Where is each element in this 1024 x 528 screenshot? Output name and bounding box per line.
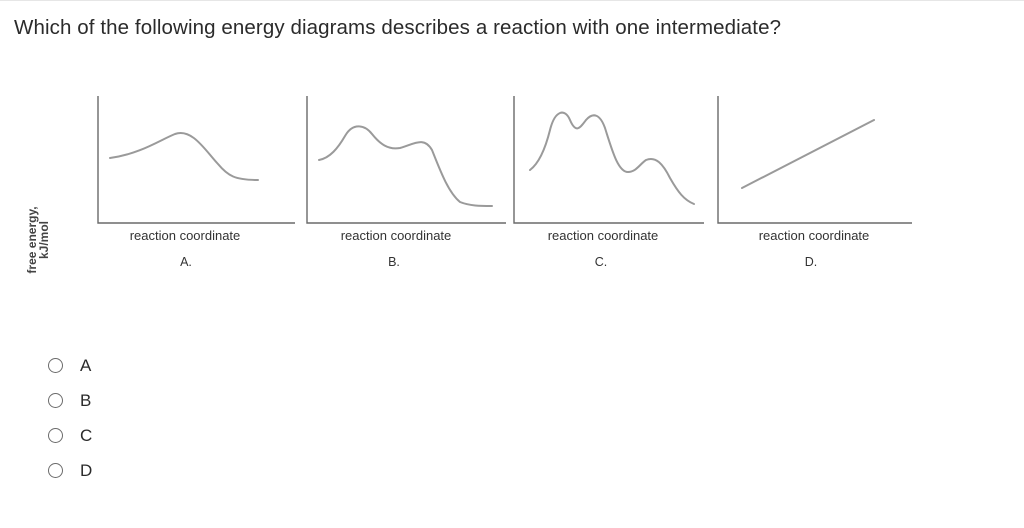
top-divider	[0, 0, 1024, 1]
panel-b-curve	[318, 125, 493, 207]
panel-c-curve	[529, 111, 695, 205]
energy-diagrams-figure: free energy, kJ/mol reaction coordinate …	[0, 80, 1024, 280]
radio-a[interactable]	[48, 358, 63, 373]
panel-c-x-label: reaction coordinate	[547, 228, 659, 243]
radio-c[interactable]	[48, 428, 63, 443]
panel-d-curve	[741, 119, 875, 189]
question-text: Which of the following energy diagrams d…	[14, 16, 782, 39]
panel-b-x-label: reaction coordinate	[340, 228, 452, 243]
option-a-label: A	[80, 355, 92, 375]
energy-diagrams-svg	[97, 96, 912, 224]
option-d[interactable]: D	[48, 453, 92, 488]
panel-d-label: D.	[804, 255, 818, 269]
panel-d-x-label: reaction coordinate	[758, 228, 870, 243]
option-b[interactable]: B	[48, 383, 92, 418]
y-axis-label: free energy, kJ/mol	[25, 190, 51, 290]
panel-a-x-label: reaction coordinate	[129, 228, 241, 243]
answer-options: A B C D	[48, 348, 92, 488]
panel-a-label: A.	[180, 255, 192, 269]
radio-d[interactable]	[48, 463, 63, 478]
radio-b[interactable]	[48, 393, 63, 408]
panel-b-label: B.	[388, 255, 400, 269]
option-b-label: B	[80, 390, 92, 410]
panel-c-label: C.	[594, 255, 608, 269]
option-d-label: D	[80, 460, 93, 480]
panel-d-axes	[717, 96, 912, 224]
option-c-label: C	[80, 425, 93, 445]
panel-a-curve	[109, 132, 259, 181]
option-c[interactable]: C	[48, 418, 92, 453]
y-axis-label-line2: kJ/mol	[37, 221, 51, 260]
panel-c-axes	[513, 96, 704, 224]
option-a[interactable]: A	[48, 348, 92, 383]
panel-a-axes	[97, 96, 295, 224]
panel-b-axes	[306, 96, 506, 224]
